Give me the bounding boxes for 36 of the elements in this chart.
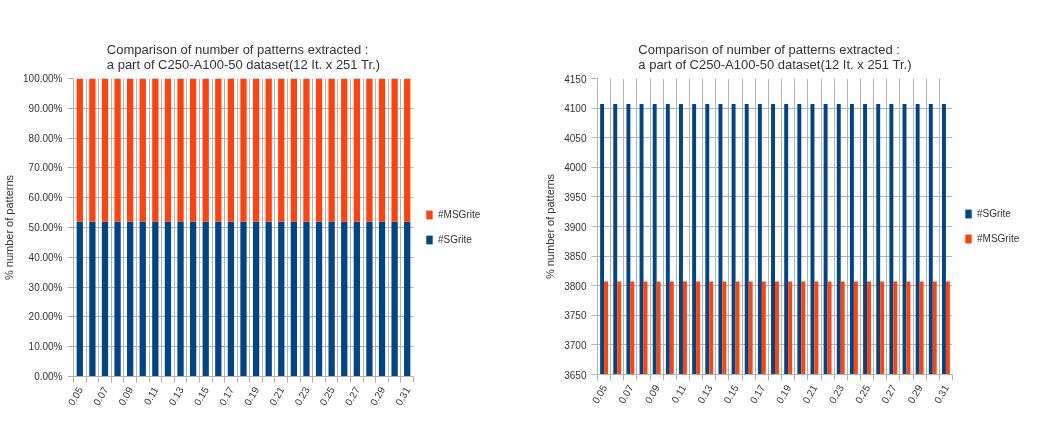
x-tick-label: 0.11 xyxy=(669,382,689,405)
y-tick-label: 90.00% xyxy=(28,102,63,114)
y-tick-label: 3800 xyxy=(564,280,587,292)
x-tick-label: 0.21 xyxy=(800,382,820,406)
y-tick-label: 3700 xyxy=(564,339,587,351)
y-tick-label: 3900 xyxy=(564,221,587,233)
y-tick-label: 3750 xyxy=(564,310,587,322)
y-tick-label: 3850 xyxy=(564,251,587,263)
y-axis-title: % number of patterns xyxy=(3,174,16,281)
y-tick-label: 60.00% xyxy=(28,192,63,204)
y-tick-label: 4000 xyxy=(564,162,587,174)
y-tick-label: 3950 xyxy=(564,191,587,203)
y-tick-label: 50.00% xyxy=(28,222,63,233)
x-tick-label: 0.31 xyxy=(393,384,413,408)
y-tick-label: 0.00% xyxy=(34,371,63,382)
y-tick-label: 100.00% xyxy=(23,73,63,84)
x-tick-label: 0.31 xyxy=(931,382,952,406)
y-tick-label: 4100 xyxy=(564,103,587,115)
x-tick-label: 0.11 xyxy=(141,384,161,407)
y-tick-label: 4050 xyxy=(564,132,587,144)
legend-label: #MSGrite xyxy=(438,209,481,220)
y-tick-label: 20.00% xyxy=(28,311,63,323)
y-tick-label: 70.00% xyxy=(28,162,63,174)
y-tick-label: 40.00% xyxy=(28,251,63,263)
y-axis-title: % number of patterns xyxy=(544,173,557,280)
x-tick-label: 0.21 xyxy=(267,384,287,408)
y-tick-label: 30.00% xyxy=(28,281,63,293)
chart-title: Comparison of number of patterns extracted : a part of C250-A100-50 dataset(12 It. x 251 Tr.) xyxy=(106,41,380,72)
legend-label: #MSGrite xyxy=(977,233,1020,244)
y-tick-label: 10.00% xyxy=(28,341,63,353)
legend-label: #SGrite xyxy=(438,234,472,245)
y-tick-label: 4150 xyxy=(564,73,587,85)
chart-title: Comparison of number of patterns extracted : a part of C250-A100-50 dataset(12 It. x 251 Tr.) xyxy=(638,41,912,72)
y-tick-label: 80.00% xyxy=(28,132,63,144)
legend-label: #SGrite xyxy=(977,208,1011,219)
y-tick-label: 3650 xyxy=(564,369,587,381)
